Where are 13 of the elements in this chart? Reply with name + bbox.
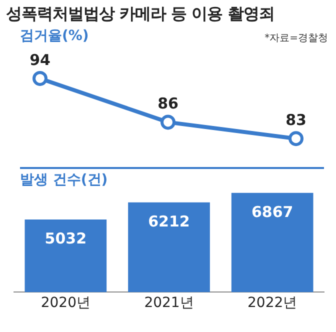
- x-tick-label: 2021년: [144, 295, 194, 312]
- text: *자료=경찰청: [264, 32, 328, 45]
- chart-subtitle: 검거율(%): [20, 27, 89, 45]
- x-tick-label: 2022년: [248, 295, 298, 312]
- data-label: 6867: [251, 202, 294, 221]
- data-label: 5032: [44, 229, 87, 248]
- chart-subtitle: 발생 건수(건): [20, 171, 108, 189]
- data-label: 6212: [148, 212, 190, 230]
- data-label: 83: [286, 110, 306, 129]
- chart-title: 성폭력처벌법상 카메라 등 이용 촬영죄: [5, 3, 276, 25]
- data-label: 86: [158, 94, 178, 113]
- x-tick-label: 2020년: [40, 295, 90, 312]
- data-label: 94: [30, 50, 50, 69]
